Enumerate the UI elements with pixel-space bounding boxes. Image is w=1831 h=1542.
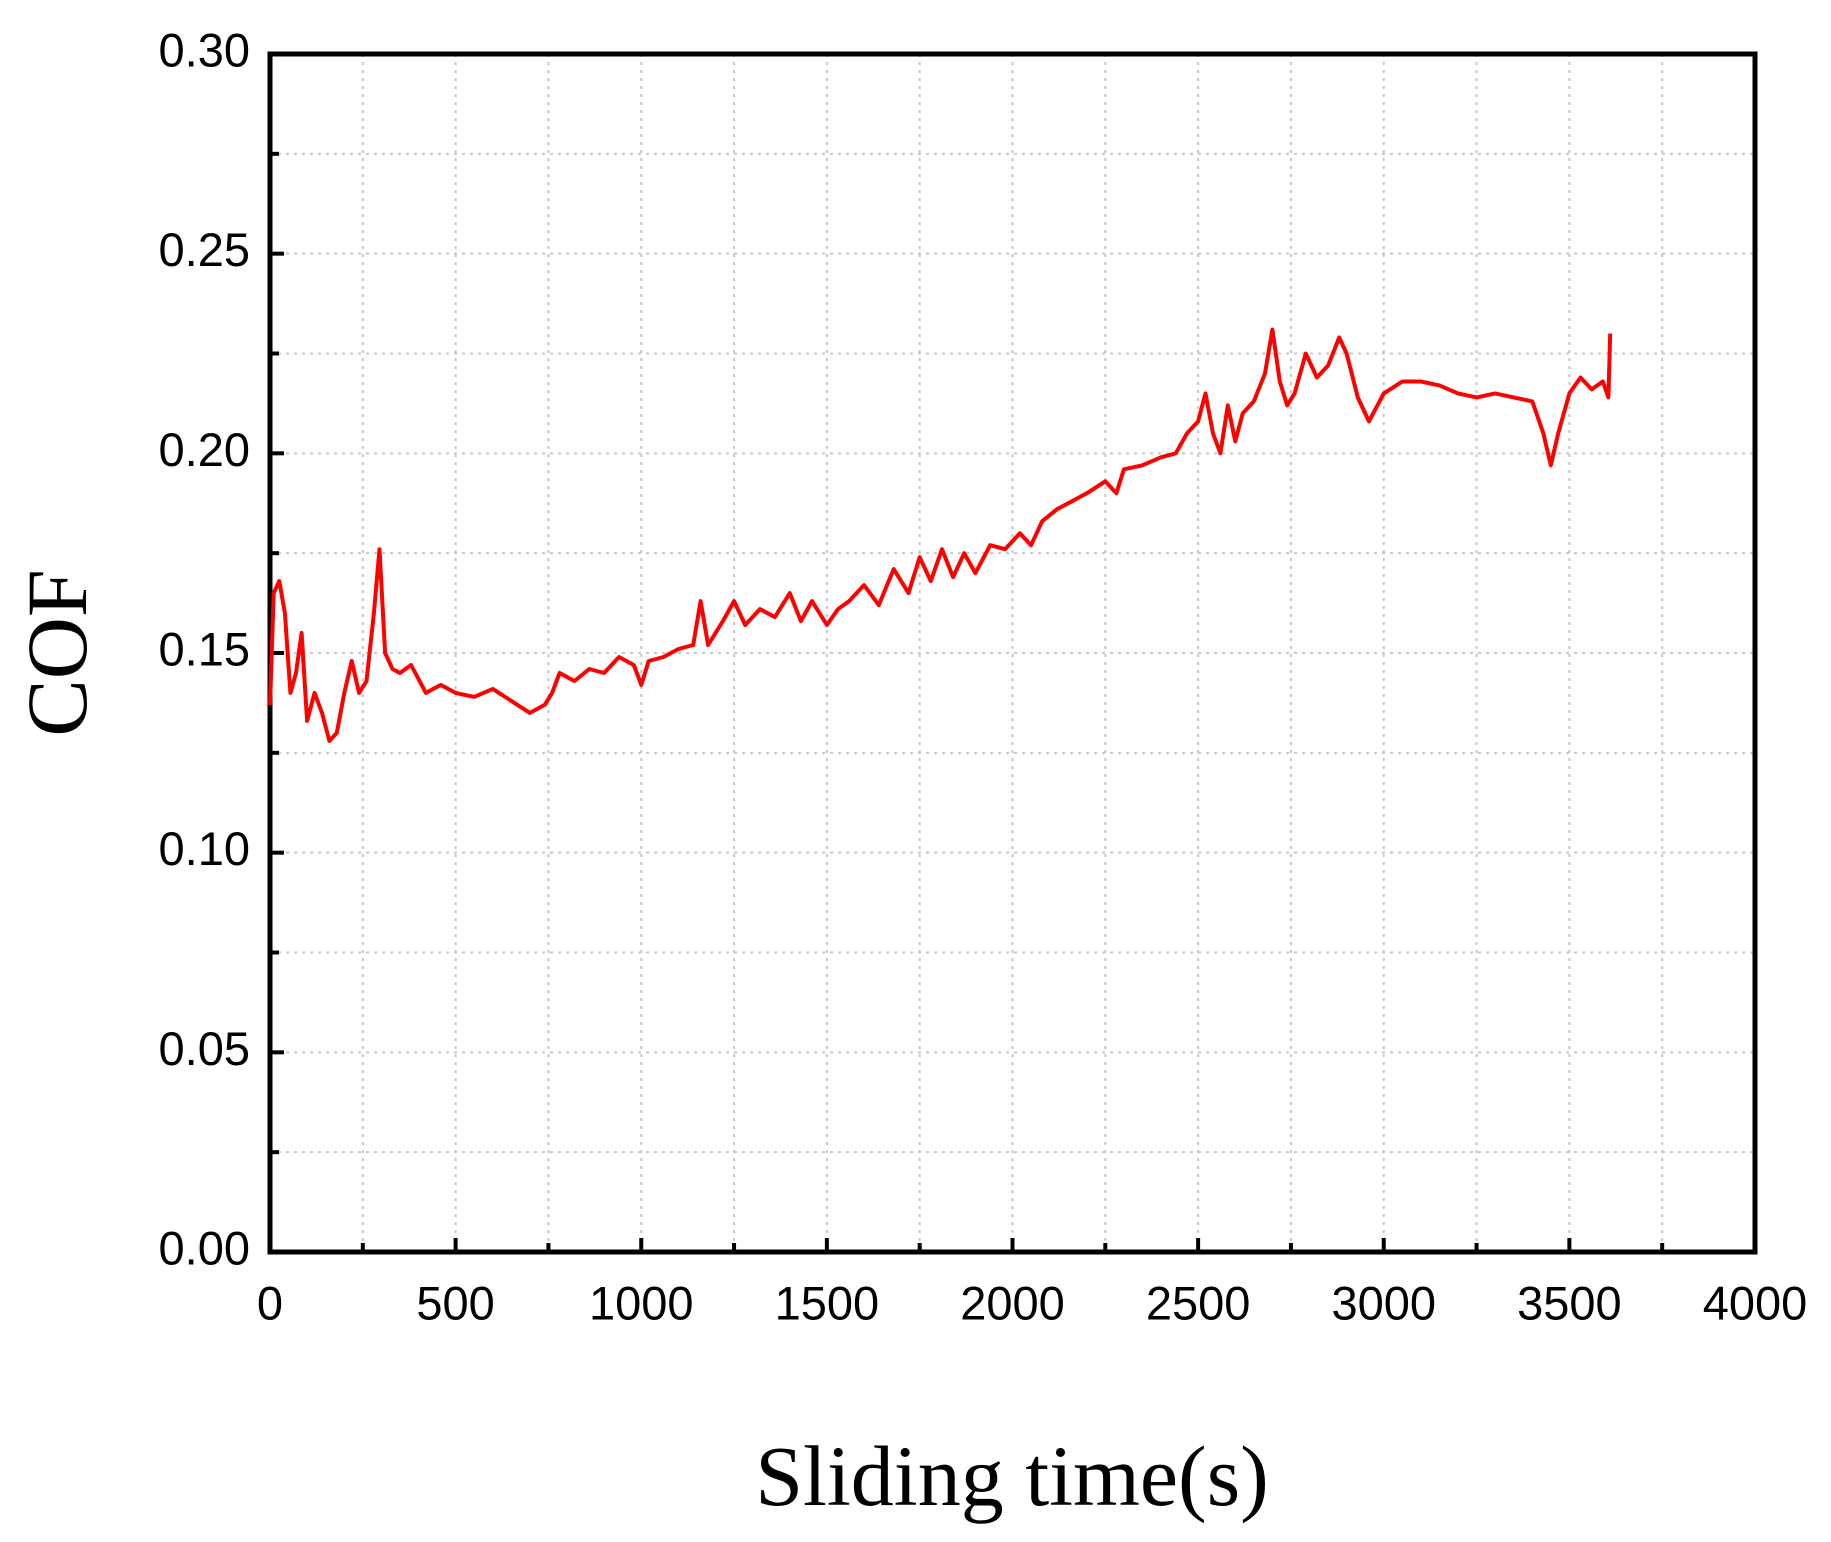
x-tick-label: 2500 [1146,1276,1251,1329]
x-tick-label: 2000 [960,1276,1065,1329]
x-tick-label: 4000 [1703,1276,1808,1329]
y-tick-label: 0.30 [159,23,250,76]
y-tick-label: 0.15 [159,622,250,675]
y-tick-label: 0.20 [159,423,250,476]
y-tick-label: 0.00 [159,1221,250,1274]
x-axis-label: Sliding time(s) [755,1428,1269,1524]
y-tick-label: 0.05 [159,1022,250,1075]
x-tick-label: 1000 [589,1276,694,1329]
y-tick-label: 0.10 [159,822,250,875]
x-tick-label: 3500 [1517,1276,1622,1329]
x-tick-label: 3000 [1331,1276,1436,1329]
y-axis-label: COF [9,569,105,736]
x-tick-label: 500 [416,1276,494,1329]
x-tick-label: 1500 [775,1276,880,1329]
x-tick-label: 0 [257,1276,283,1329]
y-tick-label: 0.25 [159,223,250,276]
cof-line [268,327,1613,743]
